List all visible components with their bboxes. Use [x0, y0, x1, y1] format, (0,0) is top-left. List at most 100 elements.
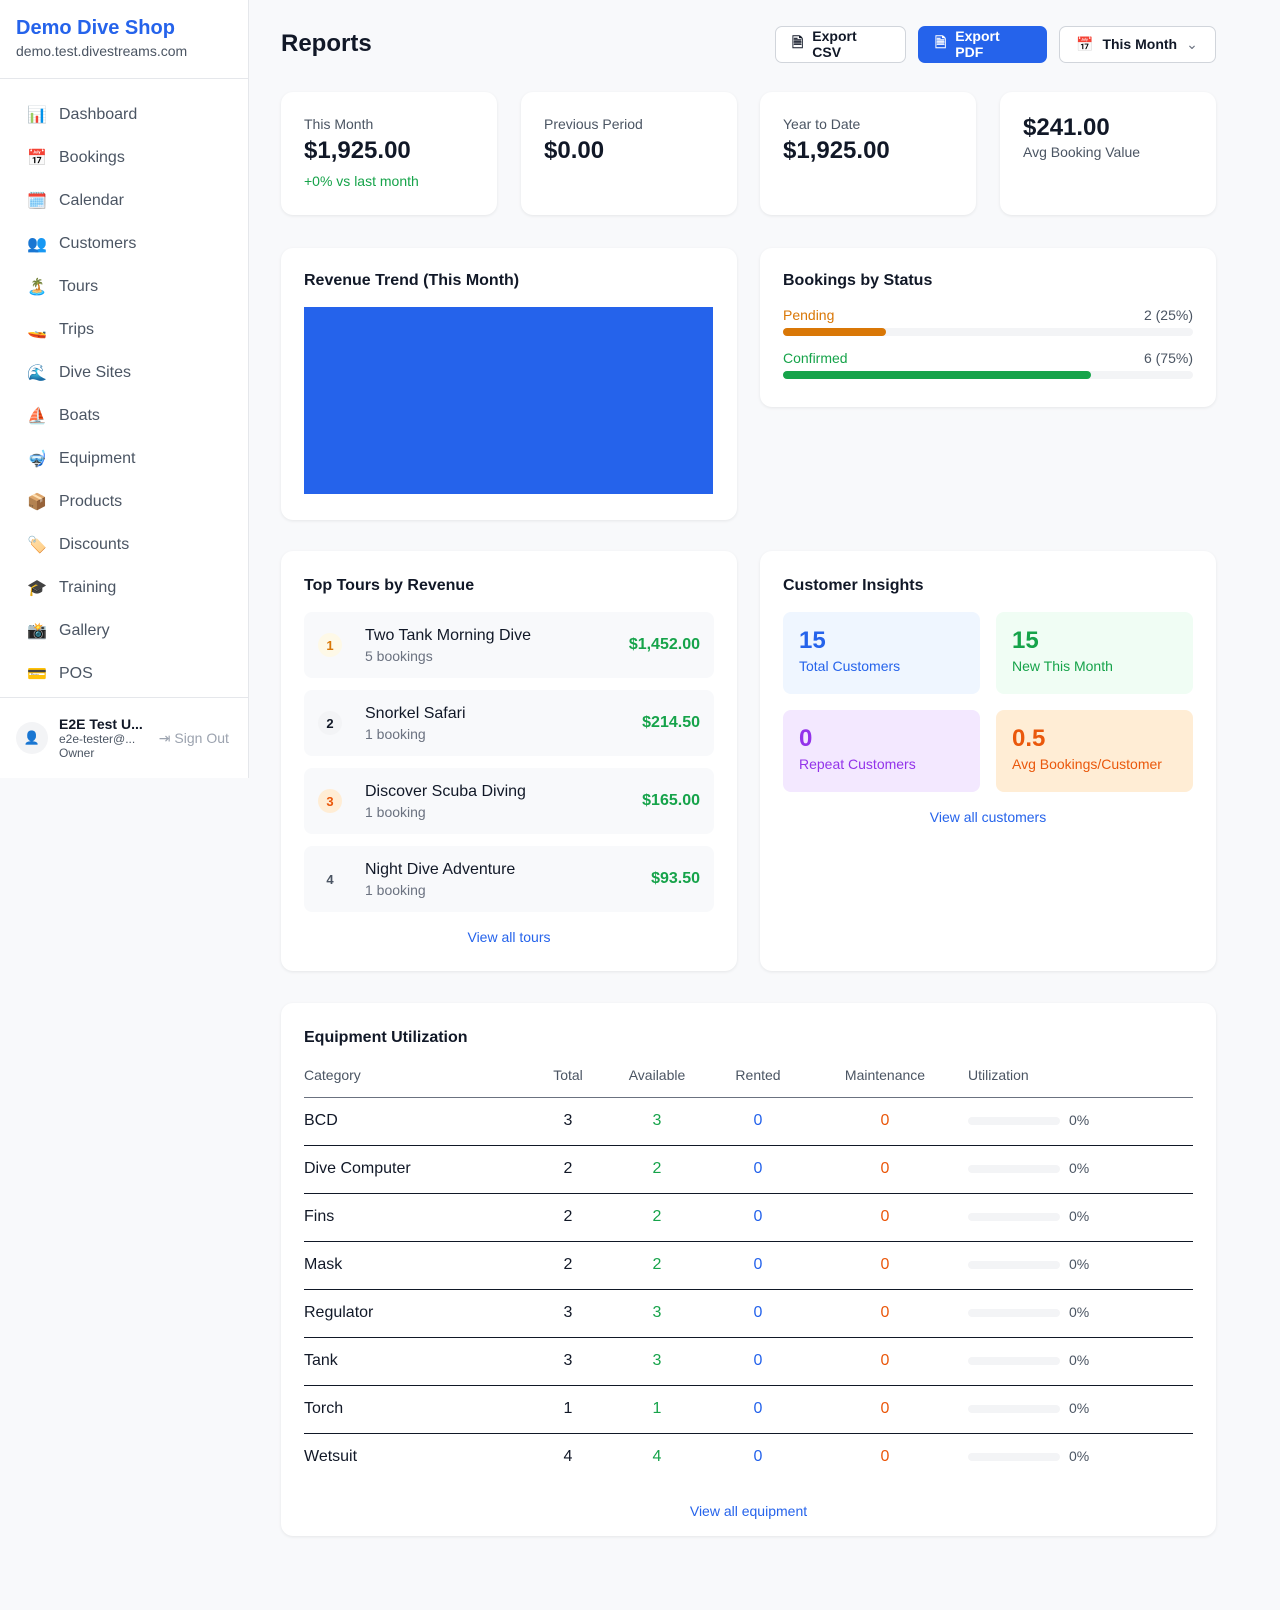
pos-icon: 💳	[27, 665, 47, 683]
period-select[interactable]: 📅 This Month ⌄	[1059, 25, 1216, 63]
sidebar-item-label: Tours	[59, 277, 99, 295]
insight-value: 0	[799, 725, 813, 752]
revenue-chart-area	[304, 307, 713, 494]
table-row: Fins 2 2 0 0 0%	[304, 1193, 1193, 1242]
stat-value: $1,925.00	[304, 137, 411, 164]
cell: 0	[802, 1337, 968, 1386]
sidebar-item-tours[interactable]: 🏝️ Tours	[0, 265, 248, 308]
sidebar-item-boats[interactable]: ⛵ Boats	[0, 394, 248, 437]
cell: Torch	[304, 1385, 536, 1434]
table-row: Wetsuit 4 4 0 0 0%	[304, 1433, 1193, 1481]
rank-badge: 3	[318, 789, 342, 813]
chevron-down-icon: ⌄	[1186, 35, 1198, 52]
column-header: Utilization	[968, 1053, 1193, 1098]
section-title: Top Tours by Revenue	[304, 577, 475, 594]
sidebar-item-label: Dive Sites	[59, 363, 132, 381]
discounts-icon: 🏷️	[27, 536, 47, 554]
view-all-equipment-link[interactable]: View all equipment	[689, 1503, 808, 1519]
table-row: Mask 2 2 0 0 0%	[304, 1241, 1193, 1290]
cell: Regulator	[304, 1289, 536, 1338]
period-value: This Month	[1102, 36, 1178, 52]
file-download-icon: 🗎	[792, 34, 804, 50]
insight-box: 0 Repeat Customers	[783, 710, 980, 792]
tour-revenue: $214.50	[642, 714, 700, 731]
utilization-bar	[968, 1308, 1060, 1317]
tour-name: Night Dive Adventure	[365, 860, 516, 878]
user-icon: 👤	[16, 722, 48, 754]
sidebar-item-equipment[interactable]: 🤿 Equipment	[0, 437, 248, 480]
bookings-icon: 📅	[27, 149, 47, 167]
insight-label: Total Customers	[799, 658, 901, 674]
sidebar-item-label: Boats	[59, 406, 100, 424]
shop-name[interactable]: Demo Dive Shop	[16, 17, 175, 39]
sidebar-item-label: Customers	[59, 234, 137, 252]
sign-out-button[interactable]: ⇥ Sign Out	[159, 730, 229, 747]
sidebar-item-training[interactable]: 🎓 Training	[0, 566, 248, 609]
export-csv-button[interactable]: 🗎 Export CSV	[775, 25, 906, 63]
view-all-customers-link[interactable]: View all customers	[929, 809, 1047, 825]
column-header: Rented	[714, 1053, 802, 1098]
section-title: Customer Insights	[783, 577, 924, 594]
dashboard-icon: 📊	[27, 106, 47, 124]
column-header: Total	[536, 1053, 600, 1098]
status-count: 6 (75%)	[1143, 350, 1193, 366]
tour-revenue: $93.50	[651, 870, 700, 887]
sidebar-item-dashboard[interactable]: 📊 Dashboard	[0, 93, 248, 136]
sidebar-item-discounts[interactable]: 🏷️ Discounts	[0, 523, 248, 566]
cell: Wetsuit	[304, 1448, 358, 1466]
stat-change: +0% vs last month	[304, 173, 419, 189]
view-all-tours-link[interactable]: View all tours	[467, 929, 551, 945]
brand: Demo Dive Shop demo.test.divestreams.com	[0, 0, 248, 79]
sidebar-item-label: Discounts	[59, 535, 130, 553]
stat-previous-period: Previous Period $0.00	[521, 92, 737, 215]
customers-icon: 👥	[27, 235, 47, 253]
cell: Mask	[304, 1241, 536, 1290]
sidebar-item-label: Bookings	[59, 148, 125, 166]
tour-bookings: 1 booking	[365, 725, 426, 742]
sidebar-item-products[interactable]: 📦 Products	[0, 480, 248, 523]
sidebar-item-label: Calendar	[59, 191, 124, 209]
tour-item[interactable]: 3 Discover Scuba Diving 1 booking $165.00	[304, 768, 714, 834]
cell: 0	[714, 1145, 802, 1194]
insight-label: New This Month	[1012, 658, 1113, 674]
section-title: Revenue Trend (This Month)	[304, 272, 520, 289]
cell: 4	[652, 1448, 662, 1466]
boats-icon: ⛵	[27, 407, 47, 425]
sidebar-item-customers[interactable]: 👥 Customers	[0, 222, 248, 265]
stat-label: Previous Period	[544, 116, 643, 132]
cell: Dive Computer	[304, 1145, 536, 1194]
utilization-percent: 0%	[1069, 1256, 1090, 1272]
stat-this-month: This Month $1,925.00 +0% vs last month	[281, 92, 497, 215]
export-csv-label: Export CSV	[812, 28, 857, 60]
tour-item[interactable]: 1 Two Tank Morning Dive 5 bookings $1,452.0…	[304, 612, 714, 678]
rank-badge: 1	[318, 633, 342, 657]
tour-item[interactable]: 2 Snorkel Safari 1 booking $214.50	[304, 690, 714, 756]
trips-icon: 🚤	[27, 321, 47, 339]
stat-value: $1,925.00	[783, 137, 890, 164]
sidebar-item-trips[interactable]: 🚤 Trips	[0, 308, 248, 351]
user-panel: 👤 E2E Test U... e2e-tester@... Owner ⇥ S…	[0, 697, 249, 778]
status-bar-track	[783, 371, 1193, 379]
stat-label: This Month	[304, 116, 374, 132]
equipment-icon: 🤿	[27, 450, 47, 468]
utilization-bar	[968, 1116, 1060, 1125]
stat-avg-booking: $241.00 Avg Booking Value	[1000, 92, 1216, 215]
cell: 0	[714, 1289, 802, 1338]
tour-bookings: 5 bookings	[365, 647, 433, 664]
utilization-percent: 0%	[1069, 1112, 1090, 1128]
export-pdf-button[interactable]: 🗎 Export PDF	[918, 25, 1047, 63]
sidebar-item-bookings[interactable]: 📅 Bookings	[0, 136, 248, 179]
revenue-trend-card: Revenue Trend (This Month)	[281, 248, 737, 520]
sidebar-item-pos[interactable]: 💳 POS	[0, 652, 248, 695]
utilization-percent: 0%	[1069, 1448, 1090, 1465]
cell: 2	[536, 1193, 600, 1242]
insight-value: 15	[1012, 627, 1039, 654]
utilization-percent: 0%	[1069, 1160, 1090, 1176]
sidebar-item-calendar[interactable]: 🗓️ Calendar	[0, 179, 248, 222]
cell: BCD	[304, 1097, 536, 1146]
tour-item[interactable]: 4 Night Dive Adventure 1 booking $93.50	[304, 846, 714, 912]
sidebar-item-dive-sites[interactable]: 🌊 Dive Sites	[0, 351, 248, 394]
sidebar-item-gallery[interactable]: 📸 Gallery	[0, 609, 248, 652]
section-title: Equipment Utilization	[304, 1029, 468, 1046]
status-bar-fill	[783, 328, 886, 336]
